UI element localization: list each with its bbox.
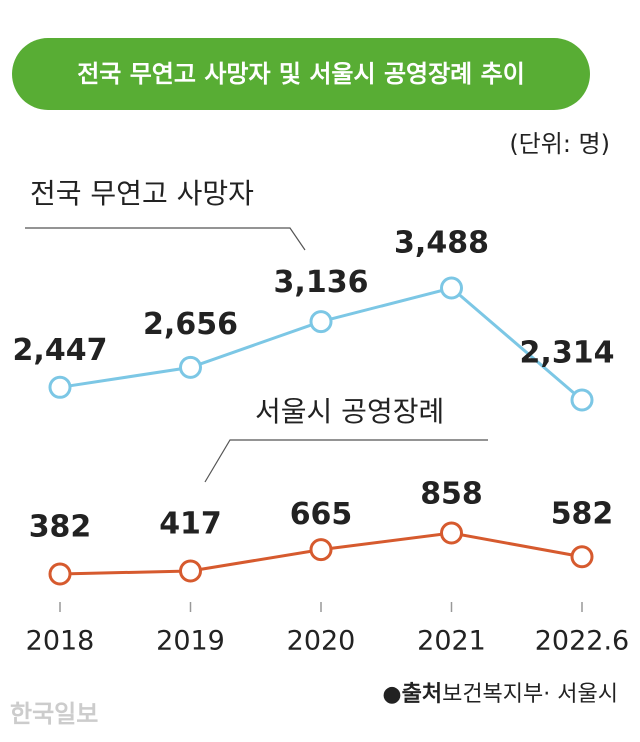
x-tick-label: 2019 [156,626,225,657]
value-label: 582 [551,496,614,531]
series-label: 전국 무연고 사망자 [30,177,254,210]
leader-line [204,439,488,483]
point [48,375,72,399]
value-label: 3,488 [394,226,489,261]
x-tick-label: 2020 [287,626,356,657]
point [570,545,594,569]
leader-line [25,227,306,251]
source: ●출처보건복지부· 서울시 [382,682,618,707]
point [48,562,72,586]
chart-title: 전국 무연고 사망자 및 서울시 공영장례 추이 [77,60,525,88]
value-label: 2,447 [13,333,108,368]
point [309,310,333,334]
x-tick-label: 2022.6 [535,626,629,657]
point [570,388,594,412]
series-label: 서울시 공영장례 [255,395,444,428]
title-banner [12,38,590,110]
source-label: ●출처 [382,682,442,707]
watermark: 한국일보 [10,700,98,728]
point [309,538,333,562]
value-label: 2,656 [143,307,238,342]
value-label: 858 [420,477,483,512]
point [179,559,202,583]
value-label: 3,136 [274,265,369,300]
series-line [59,286,583,402]
point [440,521,463,545]
x-tick-label: 2021 [417,626,486,657]
unit-label: (단위: 명) [509,130,610,158]
value-label: 417 [159,506,222,541]
point [179,355,202,379]
value-label: 665 [290,497,353,532]
value-label: 2,314 [520,336,615,371]
value-label: 382 [29,510,92,545]
source-text: 보건복지부· 서울시 [442,682,618,707]
point [440,276,463,300]
x-tick-label: 2018 [26,626,95,657]
